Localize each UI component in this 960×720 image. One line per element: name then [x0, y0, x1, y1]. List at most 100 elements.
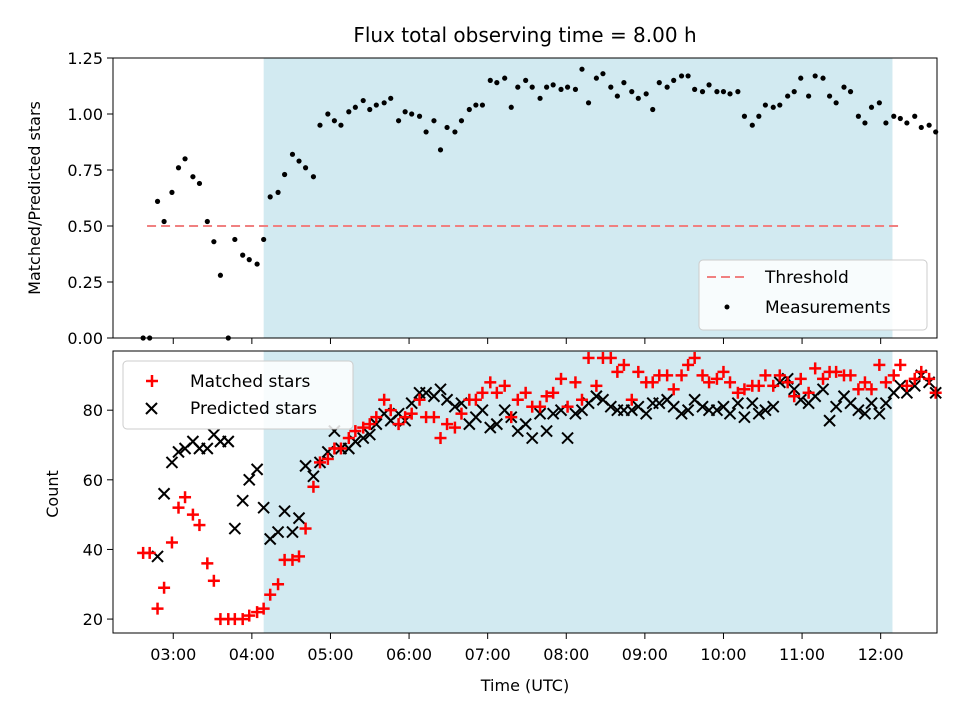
measurement-point — [868, 104, 875, 110]
matched-stars-point — [682, 358, 695, 371]
measurement-point — [282, 171, 288, 178]
predicted-stars-point — [738, 410, 751, 424]
matched-stars-point — [370, 411, 383, 424]
measurement-point — [656, 80, 662, 86]
predicted-stars-point — [746, 397, 759, 410]
x-tick-label: 09:00 — [622, 645, 668, 664]
measurement-point — [855, 113, 861, 119]
count-y-axis-label: Count — [43, 470, 62, 518]
measurement-point — [360, 97, 366, 104]
ratio-panel: Matched/Predicted stars Threshold Measur… — [25, 57, 939, 341]
measurement-point — [246, 257, 252, 263]
measurement-point — [791, 89, 797, 95]
matched-stars-point — [696, 369, 709, 382]
measurement-point — [891, 113, 897, 119]
ratio-y-tick-label: 1.25 — [67, 49, 103, 68]
matched-stars-point — [186, 508, 199, 521]
measurement-point — [388, 95, 394, 101]
matched-stars-point — [915, 365, 928, 378]
measurement-point — [261, 236, 267, 243]
measurement-point — [296, 158, 302, 164]
measurement-point — [883, 120, 889, 126]
matched-stars-point — [688, 351, 701, 364]
measurement-point — [585, 100, 592, 106]
predicted-stars-point — [257, 501, 270, 514]
predicted-stars-point — [165, 456, 179, 469]
measurement-point — [444, 124, 450, 131]
legend-matched-label: Matched stars — [190, 372, 310, 392]
x-tick-label: 07:00 — [465, 645, 511, 664]
measurement-point — [437, 147, 444, 153]
matched-stars-point — [158, 581, 171, 594]
measurement-point — [515, 84, 521, 90]
measurement-point — [678, 73, 685, 79]
count-panel: Count Time (UTC) Matched stars Predicted… — [43, 350, 942, 695]
matched-stars-point — [561, 400, 574, 413]
predicted-stars-point — [546, 407, 560, 420]
matched-stars-point — [243, 609, 256, 622]
predicted-stars-point — [484, 421, 497, 434]
matched-stars-point — [313, 456, 326, 469]
x-tick-label: 12:00 — [858, 645, 904, 664]
ratio-legend: Threshold Measurements — [698, 259, 928, 331]
measurement-point — [798, 75, 804, 81]
predicted-stars-point — [590, 390, 603, 403]
predicted-stars-point — [222, 435, 235, 448]
measurement-point — [537, 95, 543, 101]
matched-stars-point — [441, 418, 454, 431]
matched-stars-point — [617, 358, 630, 371]
measurement-point — [862, 120, 868, 126]
measurement-point — [204, 218, 210, 225]
measurement-point — [741, 113, 748, 119]
matched-stars-point — [519, 386, 532, 399]
measurement-point — [635, 95, 641, 101]
matched-stars-point — [788, 390, 801, 403]
measurement-point — [473, 102, 479, 108]
predicted-stars-point — [852, 403, 865, 417]
predicted-stars-point — [201, 442, 214, 455]
matched-stars-point — [582, 351, 595, 364]
measurement-point — [267, 194, 273, 200]
matched-stars-point — [165, 536, 178, 549]
measurement-point — [416, 113, 423, 119]
measurement-point — [614, 93, 620, 99]
predicted-stars-point — [710, 403, 724, 417]
measurement-point — [217, 272, 224, 278]
ratio-y-tick-label: 0.50 — [67, 217, 103, 236]
matched-stars-point — [299, 522, 312, 535]
matched-stars-point — [675, 369, 688, 382]
matched-stars-point — [929, 386, 942, 399]
matched-stars-point — [767, 379, 780, 392]
matched-stars-point — [908, 372, 921, 385]
measurement-point — [544, 84, 550, 90]
measurement-point — [650, 106, 656, 113]
matched-stars-point — [179, 491, 192, 504]
matched-stars-point — [264, 588, 277, 601]
matched-stars-point — [900, 379, 913, 392]
measurement-point — [714, 89, 720, 95]
predicted-stars-point — [723, 407, 737, 420]
x-tick-label: 08:00 — [543, 645, 589, 664]
predicted-stars-point — [307, 470, 320, 483]
measurement-point — [579, 66, 585, 72]
matched-stars-point — [334, 442, 347, 455]
measurement-point — [154, 198, 161, 204]
measurement-point — [720, 89, 727, 95]
predicted-stars-point — [759, 403, 772, 417]
measurement-point — [820, 75, 826, 81]
matched-stars-point — [207, 574, 220, 587]
predicted-stars-point — [236, 494, 249, 507]
measurement-point — [826, 93, 833, 99]
predicted-stars-point — [681, 403, 695, 417]
predicted-stars-point — [569, 407, 582, 420]
matched-stars-point — [844, 369, 857, 382]
legend-matched-swatch — [146, 375, 158, 387]
measurement-point — [699, 89, 706, 95]
ratio-plot-frame — [112, 57, 938, 339]
measurement-point — [275, 189, 281, 195]
measurement-point — [452, 129, 458, 135]
x-tick-label: 10:00 — [700, 645, 746, 664]
matched-stars-point — [498, 379, 511, 392]
measurement-point — [629, 89, 635, 95]
matched-stars-point — [873, 358, 886, 371]
